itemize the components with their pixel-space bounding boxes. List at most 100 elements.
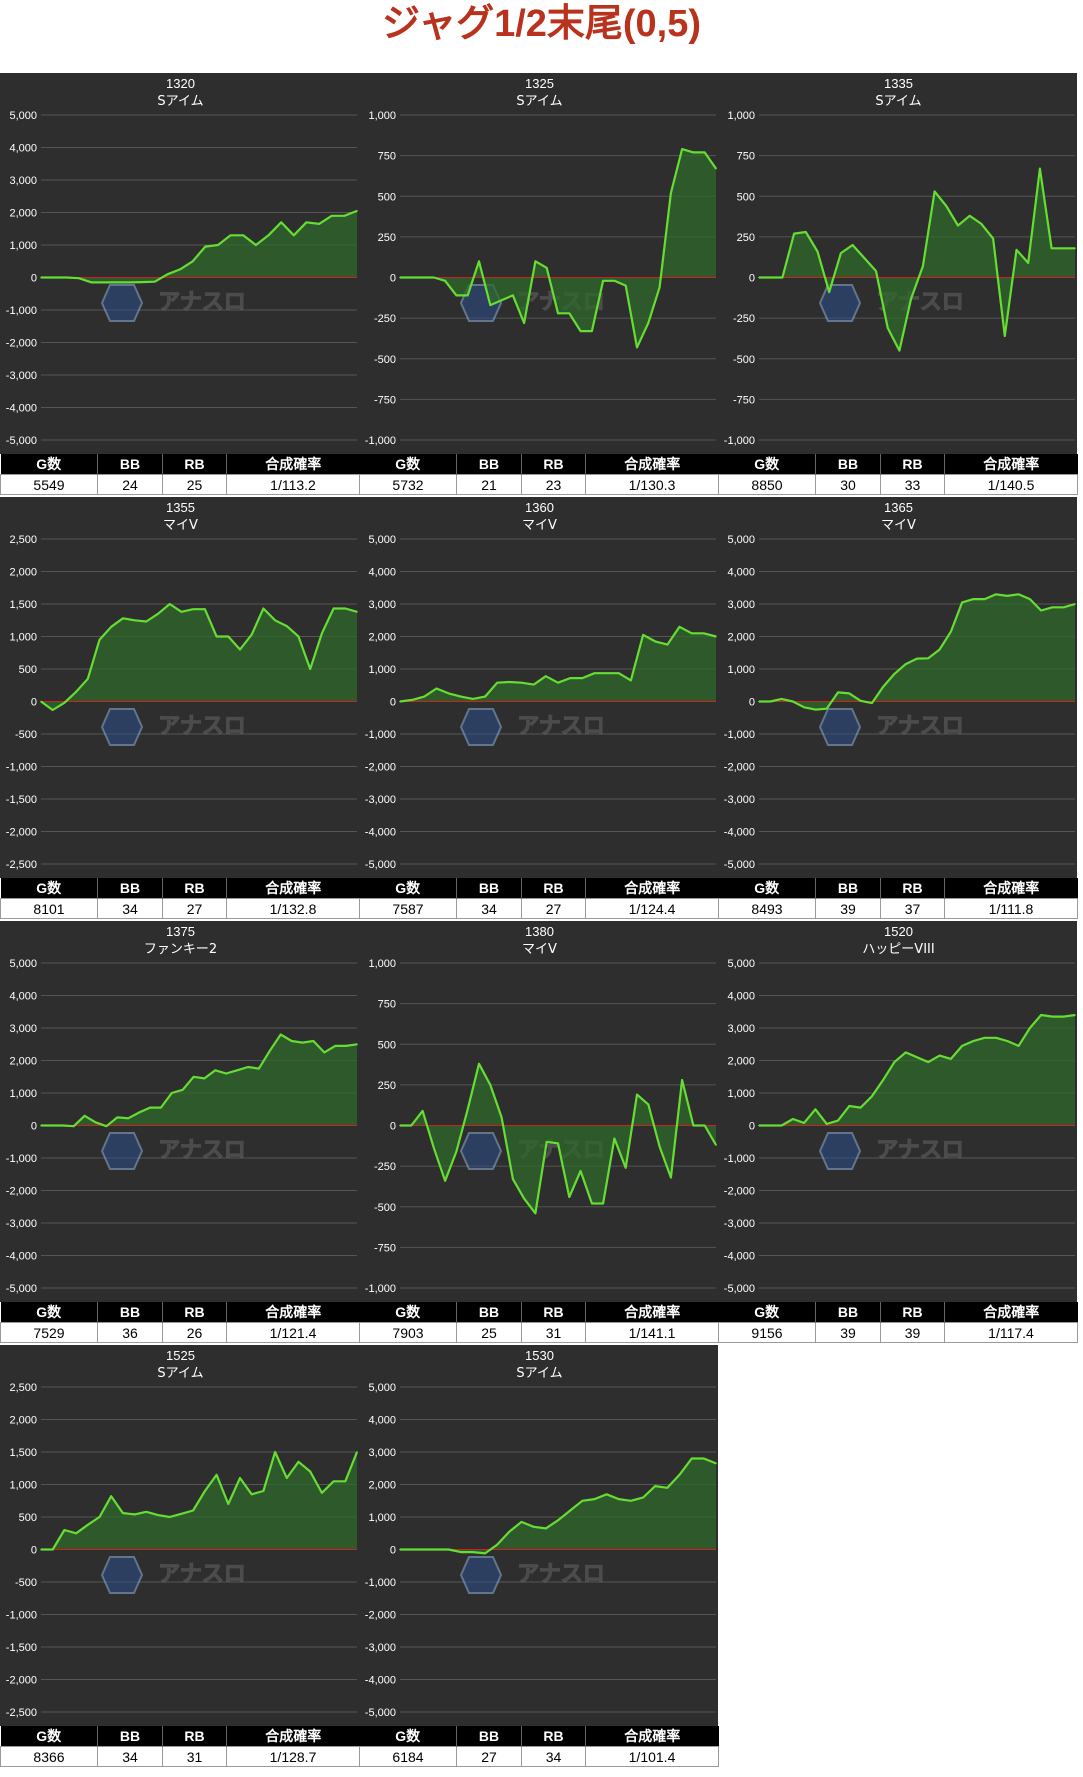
data-point [875,270,877,272]
data-point [1029,1027,1031,1029]
y-tick-label: -750 [374,1242,396,1254]
chart-svg: 5,000 4,000 3,000 2,000 1,000 0 -1,000 -2,000 -3… [724,924,1076,1295]
watermark-text: アナスロ [158,714,246,739]
data-point [871,702,873,704]
stats-header-cell: BB [456,1726,522,1747]
data-point [305,221,308,224]
data-point [484,695,486,698]
data-point [323,1051,326,1054]
y-tick-label: 0 [749,1121,755,1133]
data-point [1029,598,1031,600]
data-point [703,632,705,635]
data-point [489,304,492,306]
data-point [40,700,42,703]
watermark-logo: アナスロ [459,708,605,746]
data-point [816,250,819,253]
stats-header-row: G数 BB RB 合成確率 [718,878,1078,899]
y-tick-label: -1,000 [365,435,396,447]
stats-header-cell: G数 [359,1302,457,1323]
machine-model: ファンキー2 [144,942,217,957]
data-point [63,702,66,704]
data-point [950,1058,952,1060]
data-point [670,1176,672,1179]
rate-value: 1/101.4 [585,1746,719,1767]
data-point [916,657,918,660]
rate-value: 1/117.4 [944,1322,1078,1343]
data-point [262,1490,265,1492]
y-tick-label: -5,000 [724,1283,755,1295]
data-point [239,648,241,651]
y-tick-label: -4,000 [6,403,37,415]
data-point [859,1106,862,1109]
y-tick-label: 1,500 [9,1447,37,1459]
data-point [116,281,118,284]
data-point [508,681,511,683]
y-tick-label: 4,000 [368,567,396,579]
data-point [904,663,907,665]
y-tick-label: -4,000 [365,1675,396,1687]
data-point [568,312,571,315]
data-point [225,1072,227,1075]
data-point [411,699,413,701]
y-tick-label: 4,000 [368,1415,396,1427]
y-tick-label: 750 [378,999,396,1011]
data-point [692,151,695,154]
stats-header-cell: BB [97,1726,163,1747]
machine-number: 1320 [166,76,195,91]
data-point [961,601,963,604]
data-point [1074,1014,1076,1016]
y-tick-label: -1,000 [365,729,396,741]
hexagon-logo-icon [459,708,503,746]
data-point [345,1045,347,1047]
data-point [180,1513,183,1515]
y-tick-label: 2,000 [368,1480,396,1492]
stats-header-cell: RB [880,454,945,475]
data-point [215,1474,218,1476]
data-point [116,1116,119,1119]
games-value: 7529 [0,1322,98,1343]
area-fill [41,604,357,710]
hexagon-logo-icon [100,1132,144,1170]
data-point [825,1123,828,1125]
hexagon-logo-icon [100,708,144,746]
data-point [290,1040,293,1042]
stats-header-cell: G数 [718,1302,816,1323]
bb-value: 27 [456,1746,522,1767]
rate-value: 1/132.8 [226,898,360,919]
bb-value: 39 [815,1322,881,1343]
data-point [447,692,450,695]
data-point [581,1500,584,1502]
data-point [938,1054,941,1057]
machine-number: 1325 [525,76,554,91]
data-point [523,322,525,324]
data-point [678,1474,681,1476]
y-tick-label: 1,000 [727,1088,755,1100]
area-fill [400,626,716,702]
data-point [214,1069,217,1072]
data-point [280,221,283,224]
data-point [871,1095,873,1098]
data-point [318,223,320,225]
data-point [803,706,805,709]
rate-value: 1/128.7 [226,1746,360,1767]
data-point [421,276,424,279]
data-point [255,244,257,246]
stats-header-cell: RB [521,1302,586,1323]
chart-svg: 5,000 4,000 3,000 2,000 1,000 0 -1,000 -2,000 -3… [6,76,358,447]
data-point [269,1050,271,1052]
data-point [992,237,994,240]
data-point [145,620,148,623]
rb-value: 39 [880,1322,945,1343]
data-point [1062,1015,1065,1018]
stats-table: G数 BB RB 合成確率 7587 34 27 1/124.4 [359,878,719,919]
data-point [828,291,830,293]
data-point [534,260,537,263]
data-point [312,1040,315,1042]
y-tick-label: 1,000 [9,240,37,252]
data-point [630,679,632,682]
y-tick-label: 1,000 [368,664,396,676]
machine-panel: 2,500 2,000 1,500 1,000 500 0 -500 -1,000 -1,500… [0,1345,360,1767]
data-point [250,1493,253,1496]
area-fill [400,149,716,348]
data-point [250,633,253,636]
